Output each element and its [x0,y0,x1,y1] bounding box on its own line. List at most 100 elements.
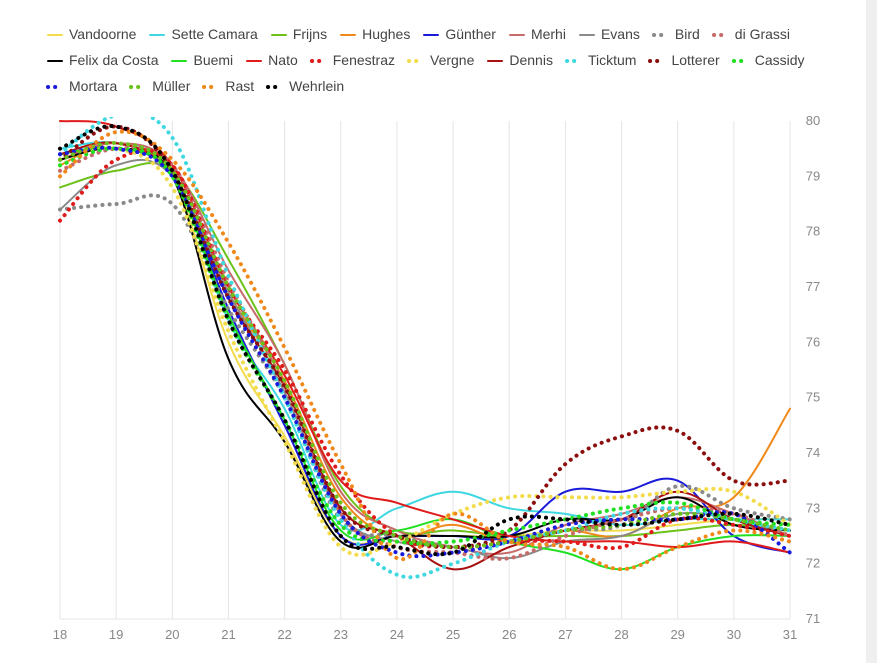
legend-label: Mortara [69,78,118,94]
legend-item-buemi[interactable]: Buemi [170,52,233,69]
legend-label: Felix da Costa [69,52,159,68]
legend-swatch-vergne [407,58,425,63]
series-line-vergne [58,146,792,557]
legend-item-sette-camara[interactable]: Sette Camara [148,26,258,43]
legend-label: Sette Camara [171,26,258,42]
legend-label: Bird [674,26,700,42]
legend-item-wehrlein[interactable]: Wehrlein [266,78,344,95]
legend-item-dennis[interactable]: Dennis [486,52,553,69]
legend-swatch-frijns [270,33,287,36]
series-line-m-ller [58,141,792,550]
legend-swatch-buemi [171,59,188,62]
legend-swatch-cassidy [731,58,750,63]
y-tick-label: 74 [806,445,820,460]
legend-swatch-sette-camara [149,33,166,36]
legend-label: Lotterer [671,52,720,68]
x-tick-label: 28 [614,627,628,642]
legend-label: Merhi [530,26,566,42]
series-line-bird [58,193,792,550]
series-line-rast [58,129,792,572]
legend-item-g-nther[interactable]: Günther [422,26,496,43]
legend-swatch-merhi [508,33,525,36]
y-tick-label: 71 [806,611,820,626]
legend-swatch-rast [202,84,221,89]
legend-label: Dennis [509,52,553,68]
series-line-cassidy [58,146,792,546]
y-tick-label: 73 [806,500,820,515]
legend-label: Wehrlein [289,78,345,94]
y-tick-label: 77 [806,279,820,294]
legend-label: Nato [268,52,298,68]
legend-item-bird[interactable]: Bird [651,26,700,43]
y-tick-label: 80 [806,113,820,128]
legend-swatch-lotterer [648,58,667,63]
series-line-felix-da-costa [59,147,791,549]
series-line-ticktum [58,117,792,580]
series-line-frijns [59,162,791,538]
x-tick-label: 30 [727,627,741,642]
legend-swatch-fenestraz [309,58,328,63]
legend-label: Rast [225,78,255,94]
x-tick-label: 25 [446,627,460,642]
series-line-sette-camara [59,141,791,532]
y-tick-label: 75 [806,390,820,405]
x-tick-label: 23 [334,627,348,642]
legend-item-nato[interactable]: Nato [245,52,298,69]
series-line-fenestraz [58,148,792,551]
legend-label: Fenestraz [332,52,395,68]
legend-swatch-evans [578,33,595,36]
legend-swatch-dennis [487,59,504,62]
legend-item-mortara[interactable]: Mortara [46,78,117,95]
series-line-dennis [59,141,791,571]
legend-label: Buemi [193,52,234,68]
legend-swatch-g-nther [423,33,440,36]
legend-item-hughes[interactable]: Hughes [339,26,410,43]
series-line-mortara [58,145,792,559]
legend-item-ticktum[interactable]: Ticktum [564,52,637,69]
legend-item-evans[interactable]: Evans [578,26,640,43]
legend-label: Cassidy [754,52,805,68]
scrollbar-track[interactable] [866,0,877,663]
series-line-buemi [59,146,791,571]
legend-swatch-ticktum [564,58,583,63]
legend-swatch-m-ller [129,84,148,89]
y-tick-label: 78 [806,224,820,239]
legend-label: Frijns [292,26,328,42]
series-line-wehrlein [58,124,792,557]
legend-item-merhi[interactable]: Merhi [508,26,566,43]
legend-item-vandoorne[interactable]: Vandoorne [46,26,136,43]
legend-label: Vergne [430,52,475,68]
legend-item-m-ller[interactable]: Müller [129,78,190,95]
legend-item-felix-da-costa[interactable]: Felix da Costa [46,52,158,69]
legend-swatch-wehrlein [266,84,285,89]
legend-swatch-di-grassi [711,32,730,37]
legend-item-vergne[interactable]: Vergne [407,52,474,69]
legend-item-lotterer[interactable]: Lotterer [648,52,720,69]
x-tick-label: 24 [390,627,404,642]
x-tick-label: 21 [221,627,235,642]
legend-label: Ticktum [587,52,637,68]
legend-swatch-hughes [340,33,357,36]
legend-swatch-felix-da-costa [47,59,63,62]
chart-legend: Vandoorne Sette Camara Frijns Hughes Günther… [46,26,826,95]
y-tick-label: 72 [806,556,820,571]
legend-item-frijns[interactable]: Frijns [270,26,327,43]
x-tick-label: 26 [502,627,516,642]
legend-item-di-grassi[interactable]: di Grassi [711,26,791,43]
legend-label: Günther [445,26,496,42]
legend-item-cassidy[interactable]: Cassidy [731,52,805,69]
series-group [58,117,792,580]
legend-label: di Grassi [734,26,791,42]
legend-label: Hughes [362,26,411,42]
y-tick-label: 76 [806,334,820,349]
legend-swatch-bird [651,32,670,37]
legend-swatch-nato [246,59,263,62]
x-tick-label: 31 [783,627,797,642]
legend-swatch-vandoorne [47,33,63,36]
legend-swatch-mortara [46,84,64,89]
legend-item-rast[interactable]: Rast [202,78,254,95]
legend-item-fenestraz[interactable]: Fenestraz [309,52,395,69]
series-line-lotterer [58,124,792,550]
